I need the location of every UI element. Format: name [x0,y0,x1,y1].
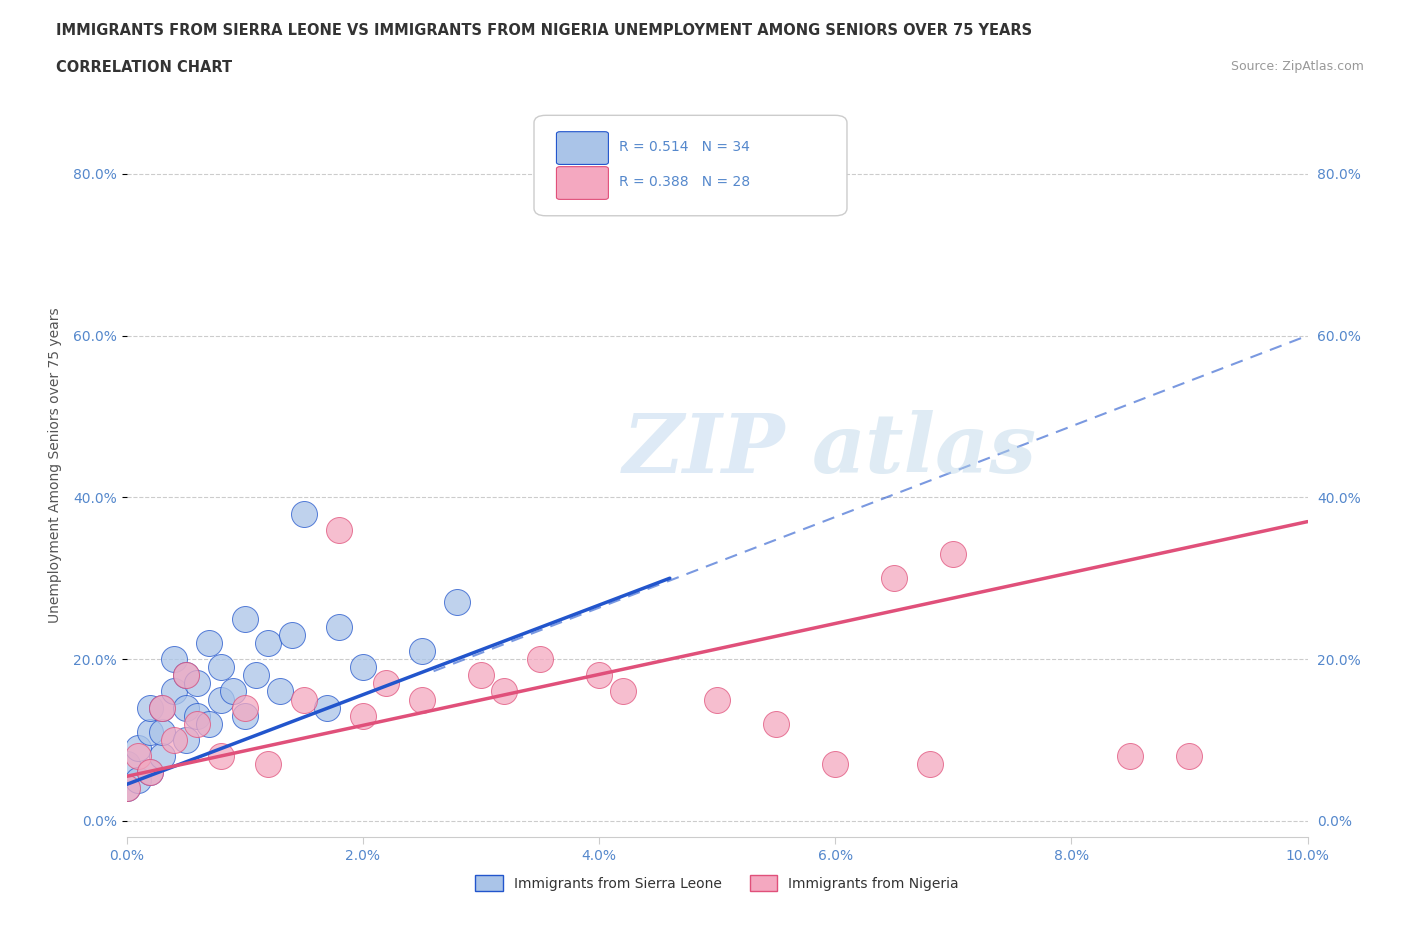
Point [115,757,138,772]
Point [269,684,291,698]
Point [706,692,728,707]
Point [150,724,173,739]
Point [186,709,208,724]
Point [328,523,350,538]
Point [612,684,634,698]
Point [139,764,162,779]
Point [883,571,905,586]
Point [292,692,315,707]
Point [127,749,149,764]
FancyBboxPatch shape [557,132,609,165]
Point [411,644,433,658]
Point [139,724,162,739]
Text: atlas: atlas [811,410,1036,490]
Point [115,781,138,796]
Point [150,700,173,715]
Point [245,668,267,683]
Text: CORRELATION CHART: CORRELATION CHART [56,60,232,75]
Point [411,692,433,707]
Point [150,749,173,764]
Point [163,684,186,698]
Point [316,700,339,715]
Point [328,619,350,634]
Text: R = 0.388   N = 28: R = 0.388 N = 28 [619,175,751,189]
Point [446,595,468,610]
Point [754,166,776,181]
Point [198,635,221,650]
Point [139,764,162,779]
Text: IMMIGRANTS FROM SIERRA LEONE VS IMMIGRANTS FROM NIGERIA UNEMPLOYMENT AMONG SENIO: IMMIGRANTS FROM SIERRA LEONE VS IMMIGRAN… [56,23,1032,38]
Point [174,733,197,748]
Point [127,773,149,788]
Point [209,692,232,707]
Point [470,668,492,683]
Point [529,652,551,667]
Point [281,628,304,643]
Point [942,547,965,562]
Point [209,659,232,674]
Point [1178,749,1201,764]
Point [233,611,256,626]
Point [222,684,245,698]
Point [375,676,398,691]
Point [139,700,162,715]
Point [174,668,197,683]
Point [198,716,221,731]
Point [352,659,374,674]
Legend: Immigrants from Sierra Leone, Immigrants from Nigeria: Immigrants from Sierra Leone, Immigrants… [470,869,965,897]
Y-axis label: Unemployment Among Seniors over 75 years: Unemployment Among Seniors over 75 years [48,307,62,623]
Point [918,757,941,772]
Point [352,709,374,724]
Point [174,700,197,715]
Point [163,733,186,748]
Point [494,684,516,698]
Text: ZIP: ZIP [623,410,785,490]
Point [163,652,186,667]
Point [257,757,280,772]
Point [186,676,208,691]
Point [588,668,610,683]
Point [257,635,280,650]
Point [1119,749,1142,764]
Point [824,757,846,772]
Point [174,668,197,683]
Text: Source: ZipAtlas.com: Source: ZipAtlas.com [1230,60,1364,73]
Point [115,781,138,796]
Point [765,716,787,731]
Point [233,709,256,724]
Point [292,506,315,521]
Point [186,716,208,731]
Point [233,700,256,715]
Point [150,700,173,715]
FancyBboxPatch shape [557,166,609,199]
Point [209,749,232,764]
Point [127,740,149,755]
Text: R = 0.514   N = 34: R = 0.514 N = 34 [619,140,749,153]
FancyBboxPatch shape [534,115,846,216]
